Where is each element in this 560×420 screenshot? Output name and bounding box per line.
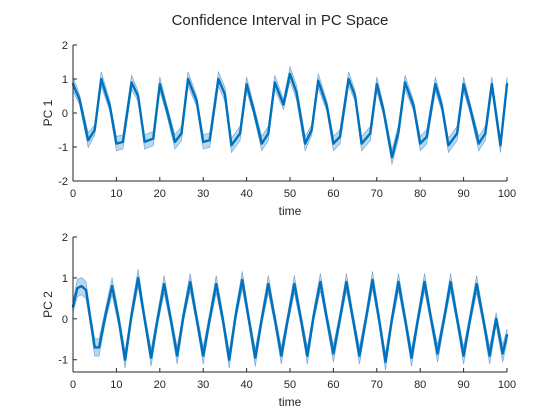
x-tick-label: 30 xyxy=(197,379,209,391)
x-tick-label: 20 xyxy=(154,379,166,391)
mean-line xyxy=(71,276,509,363)
x-tick-label: 60 xyxy=(327,379,339,391)
x-tick-label: 30 xyxy=(197,188,209,200)
x-tick-label: 90 xyxy=(457,379,469,391)
y-tick-label: 0 xyxy=(62,108,68,120)
x-tick-label: 60 xyxy=(327,188,339,200)
x-tick-label: 70 xyxy=(371,379,383,391)
x-axis-label: time xyxy=(279,395,302,409)
y-tick-label: 2 xyxy=(62,40,68,52)
y-tick-label: -2 xyxy=(58,176,68,188)
x-tick-label: 40 xyxy=(240,379,252,391)
x-tick-label: 100 xyxy=(498,188,516,200)
x-tick-label: 100 xyxy=(498,379,516,391)
x-tick-label: 70 xyxy=(371,188,383,200)
x-tick-label: 50 xyxy=(284,379,296,391)
x-tick-label: 80 xyxy=(414,379,426,391)
y-axis-label: PC 1 xyxy=(41,99,55,126)
x-tick-label: 10 xyxy=(110,188,122,200)
x-tick-label: 0 xyxy=(70,379,76,391)
x-tick-label: 40 xyxy=(240,188,252,200)
y-tick-label: 1 xyxy=(62,74,68,86)
y-tick-label: 2 xyxy=(62,232,68,244)
confidence-band xyxy=(72,269,508,371)
x-tick-label: 50 xyxy=(284,188,296,200)
x-tick-label: 90 xyxy=(457,188,469,200)
x-tick-label: 80 xyxy=(414,188,426,200)
y-tick-label: -1 xyxy=(58,355,68,367)
y-tick-label: 1 xyxy=(62,273,68,285)
figure-title: Confidence Interval in PC Space xyxy=(172,12,389,29)
confidence-band xyxy=(72,65,508,165)
x-tick-label: 0 xyxy=(70,188,76,200)
x-tick-label: 10 xyxy=(110,379,122,391)
y-tick-label: 0 xyxy=(62,314,68,326)
y-axis-label: PC 2 xyxy=(41,291,55,318)
mean-line xyxy=(71,72,509,159)
x-tick-label: 20 xyxy=(154,188,166,200)
y-tick-label: -1 xyxy=(58,142,68,154)
x-axis-label: time xyxy=(279,204,302,218)
axes-pc1: 0 10 20 30 40 50 60 70 80 90 100 -2 -1 0 1 2 time PC 1 xyxy=(41,40,516,218)
